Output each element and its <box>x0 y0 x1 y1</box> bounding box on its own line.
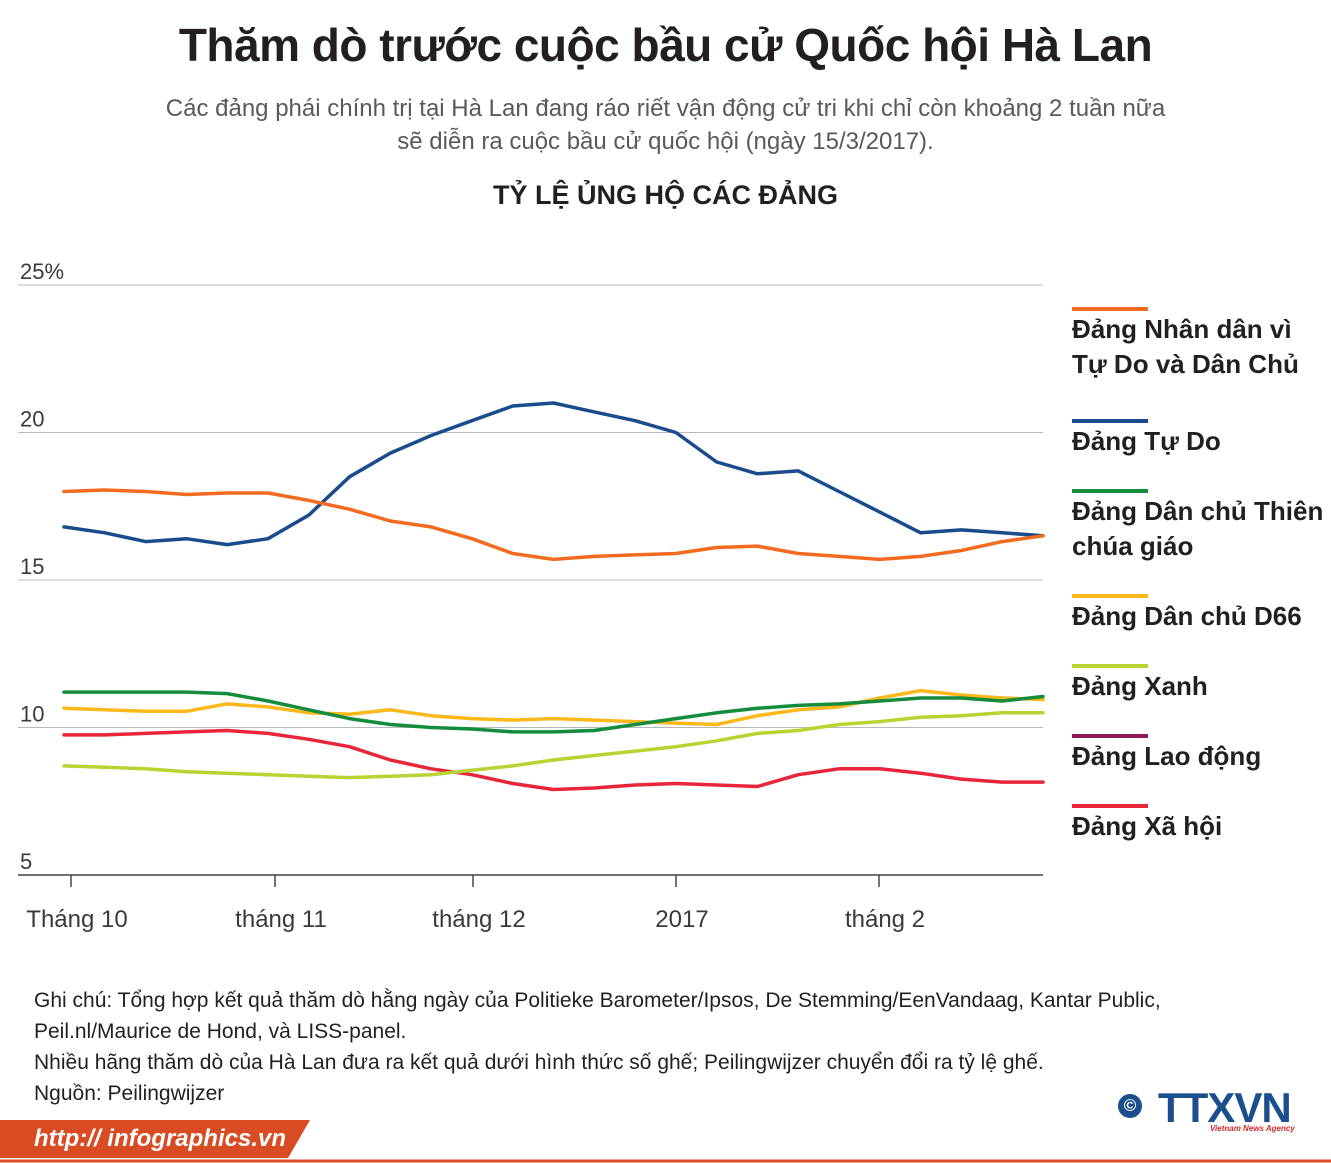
legend-item: Đảng Xã hội <box>1072 811 1223 841</box>
legend-swatch <box>1072 804 1148 808</box>
y-tick-label: 5 <box>20 849 32 874</box>
legend-swatch <box>1072 419 1148 423</box>
legend-swatch <box>1072 594 1148 598</box>
series-line <box>62 728 1045 792</box>
grid-layer <box>18 284 1043 876</box>
notes-block: Ghi chú: Tổng hợp kết quả thăm dò hằng n… <box>34 985 1294 1109</box>
legend-item: Đảng Xanh <box>1072 671 1208 701</box>
y-tick-label: 10 <box>20 702 44 727</box>
axis-layer: 25% 20 15 10 5 Tháng 10 tháng 11 tháng 12 2017 th… <box>20 259 925 933</box>
legend-item: Đảng Lao động <box>1072 741 1262 771</box>
copyright-icon: © <box>1118 1094 1142 1118</box>
footer-url-link[interactable]: http:// infographics.vn <box>34 1125 286 1152</box>
page-title: Thăm dò trước cuộc bầu cử Quốc hội Hà La… <box>178 19 1153 71</box>
legend-item: Đảng Dân chủ Thiên chúa giáo <box>1072 496 1324 561</box>
note-line-1: Ghi chú: Tổng hợp kết quả thăm dò hằng n… <box>34 989 1161 1012</box>
legend-item: Đảng Tự Do <box>1072 426 1221 456</box>
ttxvn-logo: © TTXVN Vietnam News Agency <box>1118 1084 1308 1138</box>
legend-swatch <box>1072 307 1148 311</box>
series-line <box>62 688 1045 727</box>
series-line <box>62 401 1045 547</box>
y-tick-label: 20 <box>20 407 44 432</box>
x-tick-label: tháng 11 <box>235 906 327 933</box>
series-line <box>62 690 1045 734</box>
legend-item: Đảng Dân chủ D66 <box>1072 601 1302 631</box>
page-subtitle: Các đảng phái chính trị tại Hà Lan đang … <box>100 92 1231 158</box>
note-line-3: Nhiều hãng thăm dò của Hà Lan đưa ra kết… <box>34 1051 1044 1074</box>
y-tick-label: 15 <box>20 554 44 579</box>
note-line-2: Peil.nl/Maurice de Hond, và LISS-panel. <box>34 1020 407 1043</box>
series-line <box>62 711 1045 780</box>
footer-url-tab <box>0 1120 310 1158</box>
x-tick-label: 2017 <box>655 906 708 933</box>
chart-title: TỶ LỆ ỦNG HỘ CÁC ĐẢNG <box>492 180 838 210</box>
legend-swatch <box>1072 489 1148 493</box>
subtitle-line-2: sẽ diễn ra cuộc bầu cử quốc hội (ngày 15… <box>397 128 934 155</box>
source-line: Nguồn: Peilingwijzer <box>34 1082 225 1105</box>
logo-wordmark: TTXVN <box>1158 1084 1292 1131</box>
x-tick-label: tháng 12 <box>432 906 525 933</box>
footer-bar <box>0 1120 1331 1163</box>
series-layer <box>62 401 1045 792</box>
legend-swatch <box>1072 734 1148 738</box>
logo-subtext: Vietnam News Agency <box>1210 1124 1295 1133</box>
subtitle-line-1: Các đảng phái chính trị tại Hà Lan đang … <box>165 95 1166 122</box>
x-tick-label: Tháng 10 <box>26 906 127 933</box>
series-line <box>62 488 1045 562</box>
legend-swatch <box>1072 664 1148 668</box>
legend-item: Đảng Nhân dân vì Tự Do và Dân Chủ <box>1072 314 1299 379</box>
x-tick-label: tháng 2 <box>845 906 925 933</box>
y-tick-label: 25% <box>20 259 64 284</box>
